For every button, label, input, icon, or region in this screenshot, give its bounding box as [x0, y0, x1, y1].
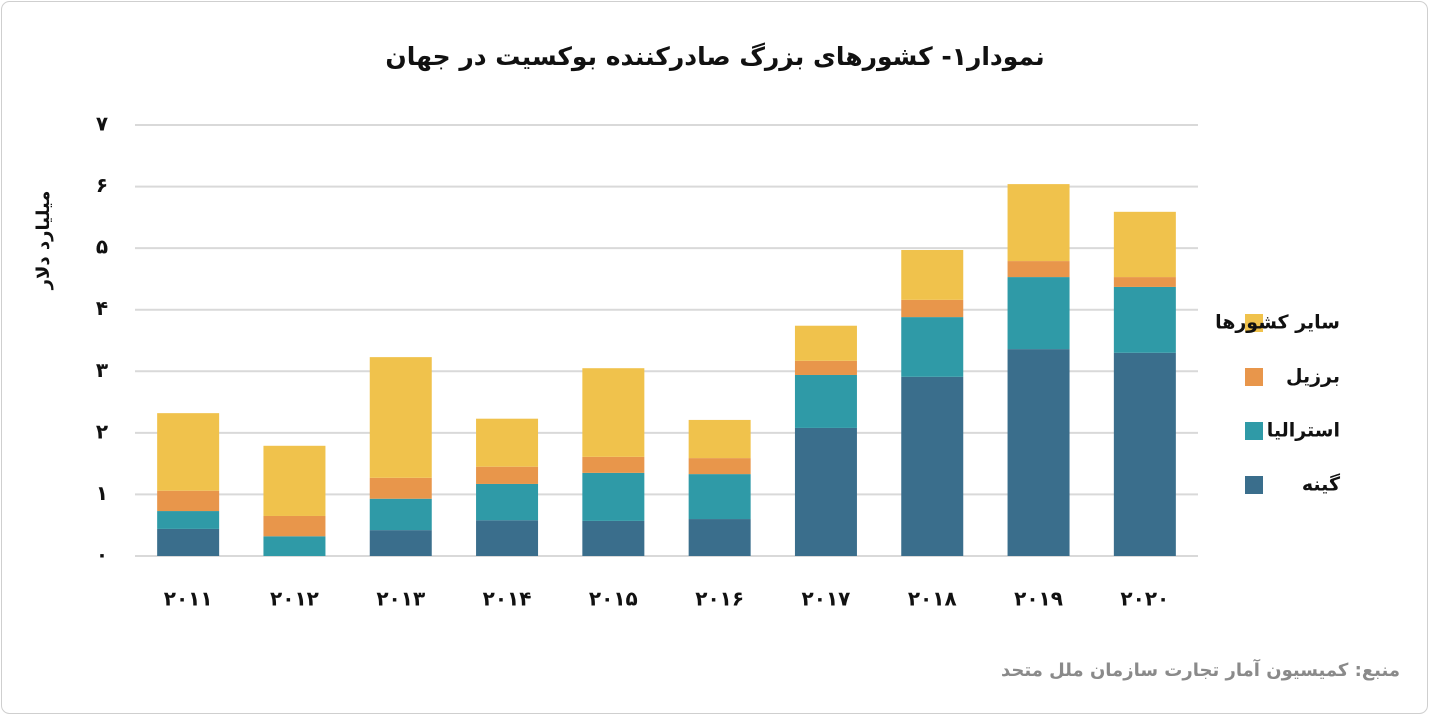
legend-label: برزیل: [1286, 366, 1340, 388]
bar-segment: [688, 519, 751, 556]
bar-segment: [582, 472, 645, 521]
bar-segment: [582, 368, 645, 457]
bar-segment: [1007, 349, 1070, 556]
bar-segment: [157, 511, 220, 529]
legend-swatch: [1245, 476, 1263, 494]
bar-segment: [794, 325, 857, 361]
bar-segment: [1007, 184, 1070, 262]
bar-segment: [582, 520, 645, 556]
y-tick-label: ۴: [96, 296, 108, 320]
bar-segment: [1113, 277, 1176, 287]
bar-segment: [476, 418, 539, 467]
bar-segment: [794, 360, 857, 375]
bar-segment: [369, 357, 432, 478]
x-tick-label: ۲۰۱۸: [908, 587, 957, 611]
bar-segment: [794, 427, 857, 556]
bar-segment: [476, 483, 539, 521]
bar-segment: [1113, 352, 1176, 556]
legend-swatch: [1245, 422, 1263, 440]
bar-segment: [1113, 286, 1176, 353]
x-tick-label: ۲۰۱۵: [589, 587, 638, 611]
bar-segment: [688, 419, 751, 459]
chart-title: نمودار۱- کشورهای بزرگ صادرکننده بوکسیت د…: [385, 42, 1044, 72]
bar-segment: [157, 528, 220, 556]
y-axis-label: میلیارد دلار: [33, 191, 54, 291]
x-tick-label: ۲۰۱۱: [164, 587, 213, 611]
y-tick-label: ۰: [96, 543, 108, 567]
legend-label: استرالیا: [1267, 420, 1340, 442]
x-tick-label: ۲۰۱۴: [483, 587, 532, 611]
legend-swatch: [1245, 368, 1263, 386]
bar-segment: [263, 445, 326, 516]
y-tick-label: ۷: [96, 112, 108, 136]
bar-segment: [901, 249, 964, 300]
bar-segment: [263, 515, 326, 537]
bar-segment: [582, 456, 645, 473]
source: منبع: کمیسیون آمار تجارت سازمان ملل متحد: [1001, 658, 1400, 681]
bar-segment: [901, 317, 964, 377]
y-tick-label: ۲: [96, 419, 108, 443]
legend-label: گینه: [1302, 473, 1341, 496]
bar-segment: [369, 530, 432, 556]
bar-segment: [1007, 261, 1070, 278]
bar-segment: [157, 413, 220, 491]
bar-segment: [688, 474, 751, 520]
bar-segment: [901, 376, 964, 556]
bar-segment: [794, 374, 857, 428]
bar-segment: [263, 536, 326, 556]
x-tick-label: ۲۰۱۹: [1014, 587, 1063, 611]
bar-segment: [688, 458, 751, 475]
legend-label: سایر کشورها: [1215, 312, 1340, 334]
y-tick-label: ۵: [96, 235, 108, 259]
x-tick-label: ۲۰۲۰: [1120, 587, 1169, 611]
bar-segment: [369, 498, 432, 531]
bar-segment: [901, 299, 964, 318]
x-tick-label: ۲۰۱۲: [270, 587, 319, 611]
y-tick-label: ۶: [96, 173, 108, 197]
bar-segment: [1007, 277, 1070, 350]
bar-segment: [476, 466, 539, 484]
x-tick-label: ۲۰۱۳: [376, 587, 425, 611]
bar-segment: [476, 520, 539, 556]
y-tick-label: ۳: [96, 358, 108, 382]
x-tick-label: ۲۰۱۶: [695, 587, 744, 611]
y-tick-label: ۱: [96, 481, 108, 505]
bar-segment: [157, 490, 220, 512]
bar-segment: [1113, 211, 1176, 278]
x-tick-label: ۲۰۱۷: [802, 587, 851, 611]
legend-swatch: [1245, 314, 1263, 332]
bar-segment: [369, 477, 432, 499]
